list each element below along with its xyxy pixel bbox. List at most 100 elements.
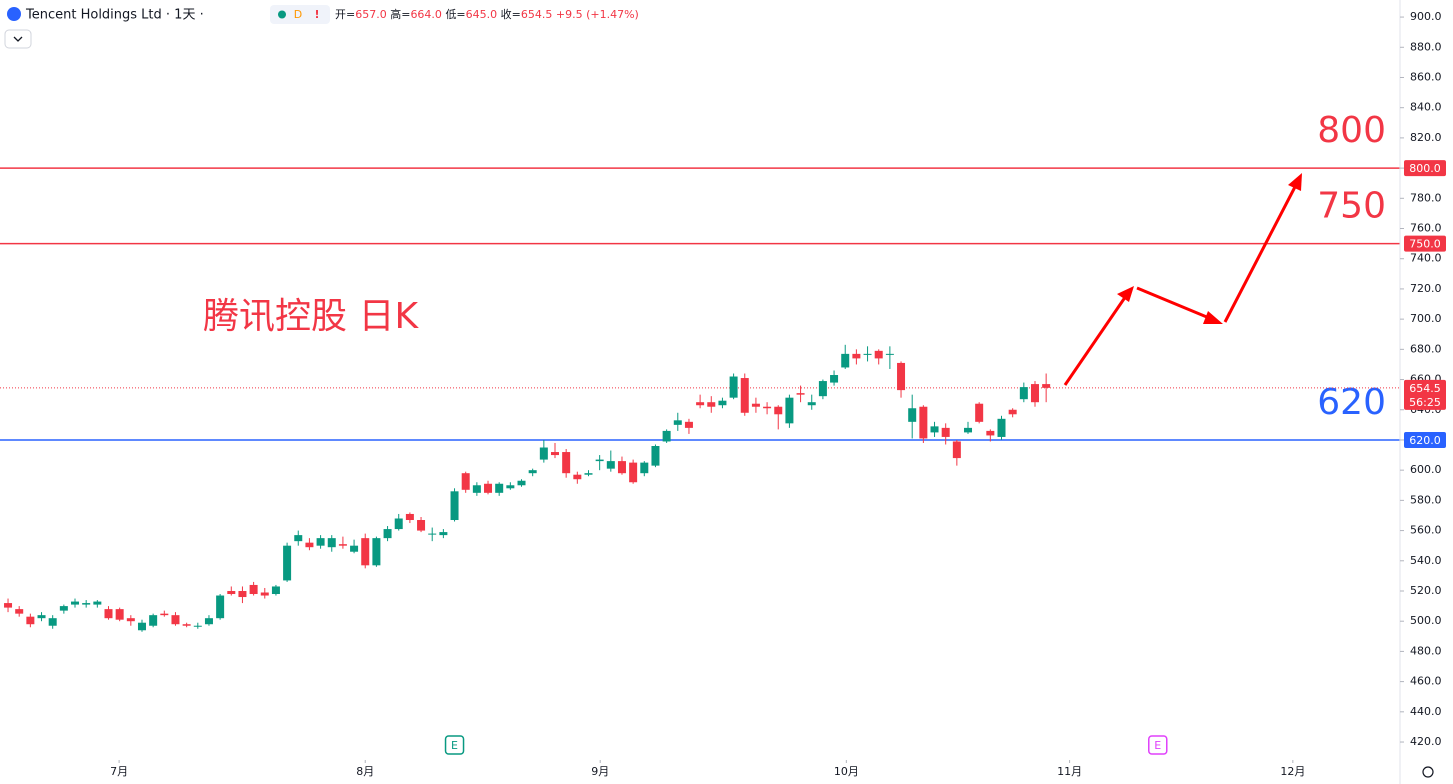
candle-body (48, 618, 57, 626)
candle-body (763, 406, 772, 409)
y-tick-label: 520.0 (1410, 584, 1442, 597)
arrow (1063, 292, 1130, 386)
y-tick-label: 580.0 (1410, 493, 1442, 506)
candle-body (484, 483, 493, 493)
x-tick-label: 9月 (591, 765, 609, 778)
level-tag (1404, 431, 1446, 448)
candle-body (383, 529, 392, 539)
candle-body (238, 590, 247, 598)
y-tick-label: 540.0 (1410, 554, 1442, 567)
chevron-icon (13, 36, 23, 42)
candle-body (919, 406, 928, 439)
ohlc-label: 开= (335, 8, 355, 21)
candle-body (796, 393, 805, 395)
candle-body (785, 397, 794, 424)
candle-body (216, 595, 225, 619)
candle-body (182, 624, 191, 626)
ohlc-value: 645.0 (466, 8, 498, 21)
candle-body (450, 491, 459, 521)
candle-body (729, 376, 738, 398)
y-tick-label: 900.0 (1410, 10, 1442, 23)
chart-annotation: 腾讯控股 日K (203, 296, 419, 337)
last-price-label: 654.5 (1409, 382, 1441, 395)
candle-body (260, 592, 269, 596)
level-tag-label: 750.0 (1409, 238, 1441, 251)
collapse-button[interactable] (4, 29, 32, 49)
candle-body (472, 485, 481, 493)
candle-body (104, 609, 113, 619)
price-axis: 900.0 880.0 860.0 840.0 820.0 800.0 780.0 760.0… (1399, 0, 1446, 784)
y-tick-label: 460.0 (1410, 675, 1442, 688)
candle-body (573, 474, 582, 480)
header: Tencent Holdings Ltd · 1天 · D ! 开=657.0 … (4, 5, 639, 49)
candle-body (160, 613, 169, 616)
candle-body (4, 603, 13, 608)
candle-body (171, 615, 180, 625)
candle-body (115, 609, 124, 620)
candle-body (372, 538, 381, 566)
y-tick-label: 500.0 (1410, 614, 1442, 627)
market-status (278, 10, 286, 19)
ohlc-change: +9.5 (+1.47%) (556, 8, 639, 21)
x-tick-label: 7月 (110, 765, 128, 778)
candle-body (271, 586, 280, 595)
candle-body (941, 427, 950, 437)
symbol-icon (7, 7, 21, 21)
ohlc-value: 654.5 (521, 8, 553, 21)
y-tick-label: 860.0 (1410, 70, 1442, 83)
candle-body (841, 353, 850, 368)
y-tick-label: 700.0 (1410, 312, 1442, 325)
candle-body (506, 485, 515, 489)
candle-body (975, 403, 984, 422)
y-tick-label: 760.0 (1410, 222, 1442, 235)
candle-body (517, 480, 526, 486)
candle-body (539, 447, 548, 460)
candle-body (997, 418, 1006, 437)
settings-icon[interactable] (1422, 766, 1434, 778)
candle-body (126, 618, 135, 622)
interval-badge: D (294, 8, 302, 21)
event-label: E (1154, 739, 1161, 752)
candle-body (774, 406, 783, 415)
candle-body (595, 459, 604, 462)
arrowhead (1117, 286, 1134, 302)
candle-body (651, 446, 660, 466)
candle-body (830, 375, 839, 383)
y-tick-label: 480.0 (1410, 644, 1442, 657)
candle-body (640, 462, 649, 474)
candle-body (807, 402, 816, 406)
candle-body (227, 590, 236, 595)
candle-body (908, 408, 917, 422)
candle-body (394, 518, 403, 530)
candle-body (751, 403, 760, 407)
candle-body (59, 606, 68, 611)
candle-body (193, 625, 202, 627)
candle-body (428, 533, 437, 535)
candle-body (37, 615, 46, 619)
candle-body (15, 609, 24, 614)
candle-body (204, 618, 213, 625)
countdown-label: 56:25 (1409, 396, 1441, 409)
candle-body (26, 616, 35, 625)
level-tag-label: 620.0 (1409, 434, 1441, 447)
candle-body (417, 520, 426, 531)
level-tag-label: 800.0 (1409, 162, 1441, 175)
candle-body (82, 603, 91, 605)
y-tick-label: 880.0 (1410, 40, 1442, 53)
ohlc-value: 657.0 (355, 8, 387, 21)
ohlc-text: 开=657.0 高=664.0 低=645.0 收=654.5 +9.5 (+1… (335, 7, 639, 21)
y-tick-label: 720.0 (1410, 282, 1442, 295)
x-tick-label: 8月 (356, 765, 374, 778)
symbol-title[interactable]: Tencent Holdings Ltd · 1天 · (25, 8, 204, 23)
candle-body (584, 473, 593, 475)
candle-body (294, 535, 303, 542)
level-annotation: 750 (1317, 186, 1386, 227)
candle-body (249, 584, 258, 595)
status-pill (270, 5, 330, 24)
candle-body (327, 538, 336, 548)
level-tag (1404, 235, 1446, 252)
last-price-tag (1404, 379, 1446, 410)
candle-body (550, 452, 559, 456)
